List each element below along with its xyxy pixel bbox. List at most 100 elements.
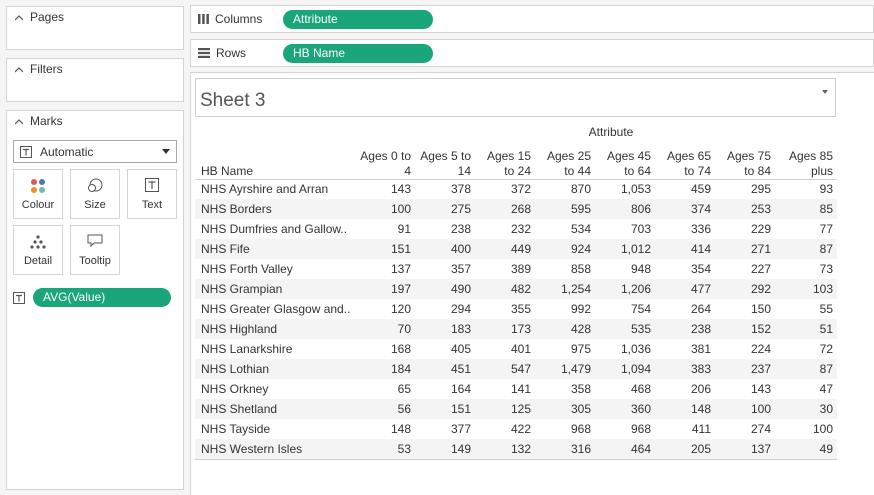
table-cell[interactable]: 152 <box>715 319 775 339</box>
table-cell[interactable]: 754 <box>630 302 651 316</box>
row-label[interactable]: NHS Shetland <box>195 399 355 419</box>
table-cell[interactable]: 372 <box>510 182 531 197</box>
table-cell[interactable]: 148 <box>390 422 411 436</box>
table-cell[interactable]: 205 <box>655 439 715 460</box>
marks-header[interactable]: Marks <box>7 111 183 131</box>
table-cell[interactable]: 400 <box>415 239 475 259</box>
table-cell[interactable]: 238 <box>450 222 471 236</box>
row-label[interactable]: NHS Borders <box>195 199 355 219</box>
table-cell[interactable]: 360 <box>595 399 655 419</box>
table-cell[interactable]: 477 <box>655 279 715 299</box>
table-cell[interactable]: 422 <box>510 422 531 436</box>
tooltip-button[interactable]: Tooltip <box>70 225 120 275</box>
table-cell[interactable]: 173 <box>475 319 535 339</box>
avg-value-pill[interactable]: AVG(Value) <box>33 288 171 307</box>
table-cell[interactable]: 151 <box>355 239 415 259</box>
table-cell[interactable]: 268 <box>475 199 535 219</box>
pages-header[interactable]: Pages <box>7 7 183 27</box>
table-cell[interactable]: 120 <box>390 302 411 316</box>
row-label[interactable]: NHS Grampian <box>195 279 355 299</box>
detail-button[interactable]: Detail <box>13 225 63 275</box>
table-cell[interactable]: 1,206 <box>595 279 655 299</box>
table-cell[interactable]: 401 <box>510 342 531 356</box>
table-cell[interactable]: 992 <box>570 302 591 316</box>
table-cell[interactable]: 451 <box>415 359 475 379</box>
table-cell[interactable]: 51 <box>775 319 837 339</box>
table-cell[interactable]: 132 <box>475 439 535 460</box>
table-cell[interactable]: 93 <box>819 182 833 197</box>
table-cell[interactable]: 137 <box>715 439 775 460</box>
table-cell[interactable]: 148 <box>655 399 715 419</box>
table-cell[interactable]: 143 <box>390 182 411 197</box>
table-cell[interactable]: 468 <box>630 382 651 396</box>
attribute-pill[interactable]: Attribute <box>283 9 433 29</box>
table-cell[interactable]: 232 <box>510 222 531 236</box>
column-header[interactable]: Ages 5 to 14 <box>415 143 475 179</box>
table-cell[interactable]: 381 <box>690 342 711 356</box>
table-cell[interactable]: 806 <box>595 199 655 219</box>
table-cell[interactable]: 383 <box>655 359 715 379</box>
row-label[interactable]: NHS Western Isles <box>195 439 355 460</box>
table-cell[interactable]: 164 <box>450 382 471 396</box>
table-cell[interactable]: 1,012 <box>595 239 655 259</box>
table-cell[interactable]: 357 <box>450 262 471 276</box>
row-label[interactable]: NHS Ayrshire and Arran <box>201 182 329 197</box>
column-header[interactable]: Ages 45 to 64 <box>595 143 655 179</box>
row-label[interactable]: NHS Lanarkshire <box>201 342 293 356</box>
table-cell[interactable]: 547 <box>475 359 535 379</box>
size-button[interactable]: Size <box>70 169 120 219</box>
table-cell[interactable]: 414 <box>655 239 715 259</box>
table-cell[interactable]: 184 <box>355 359 415 379</box>
table-cell[interactable]: 143 <box>750 382 771 396</box>
table-cell[interactable]: 858 <box>570 262 591 276</box>
table-cell[interactable]: 30 <box>775 399 837 419</box>
table-cell[interactable]: 274 <box>750 422 771 436</box>
table-cell[interactable]: 1,053 <box>620 182 651 197</box>
table-cell[interactable]: 924 <box>535 239 595 259</box>
table-cell[interactable]: 72 <box>819 342 833 356</box>
table-cell[interactable]: 87 <box>775 359 837 379</box>
table-cell[interactable]: 595 <box>535 199 595 219</box>
table-cell[interactable]: 1,036 <box>620 342 651 356</box>
table-cell[interactable]: 354 <box>690 262 711 276</box>
table-cell[interactable]: 295 <box>750 182 771 197</box>
table-cell[interactable]: 358 <box>570 382 591 396</box>
table-cell[interactable]: 534 <box>570 222 591 236</box>
table-cell[interactable]: 428 <box>535 319 595 339</box>
column-header[interactable]: Ages 75 to 84 <box>715 143 775 179</box>
column-header[interactable]: Ages 65 to 74 <box>655 143 715 179</box>
table-cell[interactable]: 264 <box>690 302 711 316</box>
table-cell[interactable]: 53 <box>355 439 415 460</box>
table-cell[interactable]: 227 <box>750 262 771 276</box>
table-cell[interactable]: 151 <box>415 399 475 419</box>
table-cell[interactable]: 535 <box>595 319 655 339</box>
table-cell[interactable]: 374 <box>655 199 715 219</box>
table-cell[interactable]: 968 <box>630 422 651 436</box>
column-header[interactable]: Ages 85 plus <box>775 143 837 179</box>
title-menu-arrow-icon[interactable] <box>822 90 828 94</box>
table-cell[interactable]: 56 <box>355 399 415 419</box>
column-header[interactable]: Ages 0 to 4 <box>355 143 415 179</box>
row-label[interactable]: NHS Tayside <box>201 422 271 436</box>
table-cell[interactable]: 100 <box>715 399 775 419</box>
row-label[interactable]: NHS Forth Valley <box>201 262 293 276</box>
table-cell[interactable]: 85 <box>775 199 837 219</box>
table-cell[interactable]: 411 <box>691 422 711 436</box>
table-cell[interactable]: 378 <box>450 182 471 197</box>
colour-button[interactable]: Colour <box>13 169 63 219</box>
table-cell[interactable]: 55 <box>819 302 833 316</box>
table-cell[interactable]: 389 <box>510 262 531 276</box>
hb-name-pill[interactable]: HB Name <box>283 43 433 63</box>
row-label[interactable]: NHS Lothian <box>195 359 355 379</box>
table-cell[interactable]: 141 <box>510 382 531 396</box>
mark-type-dropdown[interactable]: Automatic <box>13 140 177 163</box>
row-header[interactable]: HB Name <box>201 163 254 178</box>
table-cell[interactable]: 73 <box>819 262 833 276</box>
table-cell[interactable]: 49 <box>775 439 837 460</box>
table-cell[interactable]: 464 <box>595 439 655 460</box>
table-cell[interactable]: 91 <box>397 222 411 236</box>
table-cell[interactable]: 449 <box>475 239 535 259</box>
table-cell[interactable]: 355 <box>510 302 531 316</box>
table-cell[interactable]: 275 <box>415 199 475 219</box>
table-cell[interactable]: 87 <box>775 239 837 259</box>
